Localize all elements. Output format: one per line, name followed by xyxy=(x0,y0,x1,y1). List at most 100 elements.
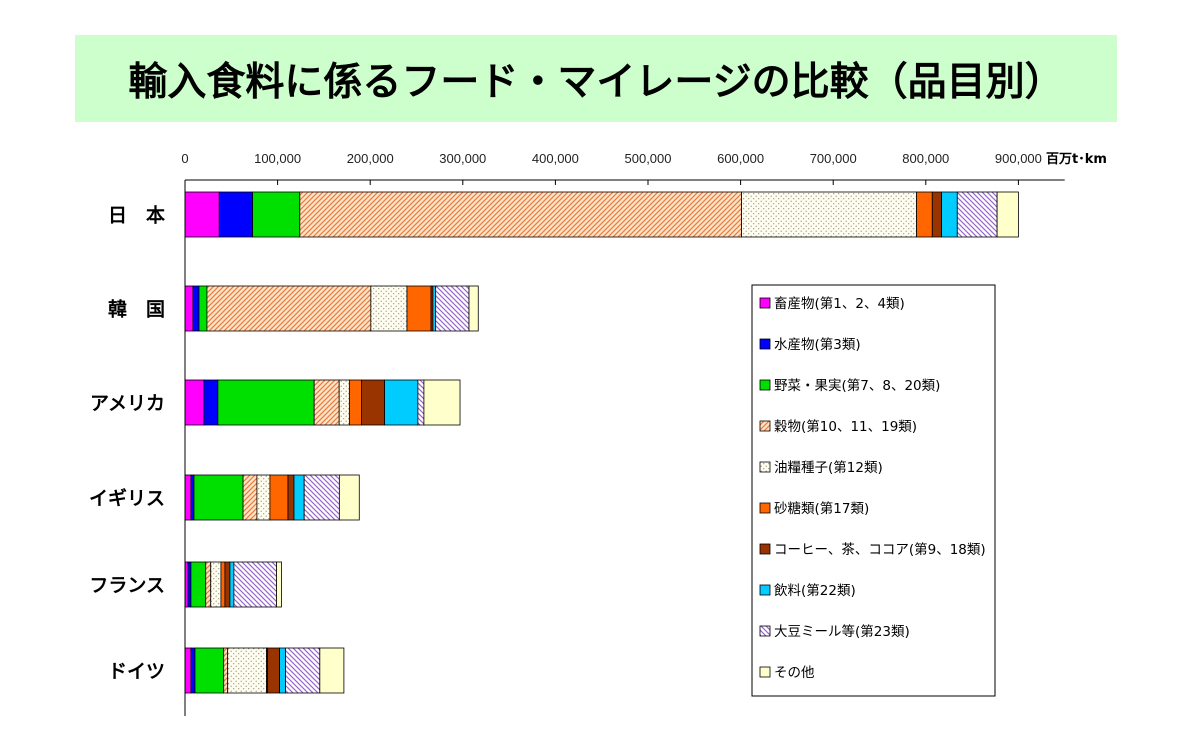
bar-segment xyxy=(220,561,226,608)
category-label: イギリス xyxy=(89,488,165,510)
bar-segment xyxy=(370,285,408,332)
legend-label: 野菜・果実(第7、8、20類) xyxy=(774,377,940,394)
legend-item: 大豆ミール等(第23類) xyxy=(759,623,910,640)
bar-segment xyxy=(184,647,192,694)
bar-segment xyxy=(406,285,432,332)
legend-label: 油糧種子(第12類) xyxy=(774,459,883,476)
bar-segment xyxy=(224,561,231,608)
legend-label: 飲料(第22類) xyxy=(774,582,856,599)
bar-segment xyxy=(184,474,192,521)
legend-items: 畜産物(第1、2、4類) 水産物(第3類) 野菜・果実(第7、8、20類) 穀物(第1… xyxy=(759,295,986,681)
bar-segment xyxy=(269,474,289,521)
category-label: アメリカ xyxy=(90,393,165,415)
bar-segment xyxy=(190,474,195,521)
bar-segment xyxy=(279,647,286,694)
x-tick-label: 0 xyxy=(181,151,188,166)
bar-segment xyxy=(190,561,207,608)
category-label: ドイツ xyxy=(108,661,165,683)
stacked-bar xyxy=(184,285,479,332)
x-tick-label: 200,000 xyxy=(347,151,394,166)
bar-segment xyxy=(293,474,305,521)
legend-item: 油糧種子(第12類) xyxy=(759,459,883,476)
bar-segment xyxy=(242,474,258,521)
legend-swatch xyxy=(759,584,771,596)
legend-item: 野菜・果実(第7、8、20類) xyxy=(759,377,940,394)
bar-segment xyxy=(233,561,277,608)
bar-segment xyxy=(956,191,998,238)
x-tick-label: 300,000 xyxy=(439,151,486,166)
bar-segment xyxy=(205,561,212,608)
x-tick-label: 700,000 xyxy=(810,151,857,166)
bar-segment xyxy=(190,647,196,694)
bar-segment xyxy=(741,191,917,238)
bar-segment xyxy=(996,191,1019,238)
legend-swatch xyxy=(759,338,771,350)
legend-item: 水産物(第3類) xyxy=(759,336,861,353)
bar-segment xyxy=(435,285,470,332)
bar-segment xyxy=(192,285,200,332)
bar-segment xyxy=(184,285,194,332)
bar-segment xyxy=(206,285,372,332)
category-label: フランス xyxy=(89,575,165,597)
bar-segment xyxy=(338,379,350,426)
legend-swatch xyxy=(759,543,771,555)
bar-segment xyxy=(227,647,267,694)
legend-label: 砂糖類(第17類) xyxy=(774,500,869,517)
title-banner: 輸入食料に係るフード・マイレージの比較（品目別） xyxy=(75,35,1117,122)
legend-swatch xyxy=(759,625,771,637)
bar-segment xyxy=(384,379,419,426)
bar-segment xyxy=(194,647,225,694)
bar-segment xyxy=(198,285,208,332)
bar-segment xyxy=(361,379,385,426)
legend-item: その他 xyxy=(759,665,815,681)
bar-segment xyxy=(203,379,219,426)
x-tick-label: 100,000 xyxy=(254,151,301,166)
bar-segment xyxy=(916,191,933,238)
bar-segment xyxy=(348,379,362,426)
stacked-bar xyxy=(184,474,360,521)
bar-segment xyxy=(184,379,205,426)
legend-swatch xyxy=(759,502,771,514)
category-label: 韓 国 xyxy=(108,298,165,321)
stacked-bar xyxy=(184,647,345,694)
bar-segment xyxy=(218,191,253,238)
legend-swatch xyxy=(759,297,771,309)
legend-label: 穀物(第10、11、19類) xyxy=(774,418,917,435)
bar-segment xyxy=(223,647,229,694)
legend-swatch xyxy=(759,666,771,678)
bar-segment xyxy=(299,191,742,238)
bar-segment xyxy=(941,191,958,238)
legend-item: 畜産物(第1、2、4類) xyxy=(759,295,905,312)
legend-item: 穀物(第10、11、19類) xyxy=(759,418,917,435)
x-tick-label: 500,000 xyxy=(625,151,672,166)
bar-segment xyxy=(217,379,315,426)
bar-segment xyxy=(303,474,340,521)
bar-segment xyxy=(193,474,244,521)
legend-label: 水産物(第3類) xyxy=(774,336,861,353)
legend-box xyxy=(751,284,996,697)
bar-segment xyxy=(468,285,479,332)
bar-segment xyxy=(229,561,235,608)
legend-item: 飲料(第22類) xyxy=(759,582,856,599)
legend-swatch xyxy=(759,461,771,473)
category-label: 日 本 xyxy=(108,204,165,227)
x-tick-label: 600,000 xyxy=(717,151,764,166)
legend-label: その他 xyxy=(774,665,815,681)
bar-segment xyxy=(285,647,321,694)
x-tick-label: 900,000 xyxy=(995,151,1042,166)
legend-item: 砂糖類(第17類) xyxy=(759,500,869,517)
bar-segment xyxy=(432,285,437,332)
bar-segment xyxy=(319,647,345,694)
legend-item: コーヒー、茶、ココア(第9、18類) xyxy=(759,541,986,558)
bars xyxy=(184,191,1019,694)
x-axis-unit: 百万t･km xyxy=(1046,152,1107,167)
legend-label: 大豆ミール等(第23類) xyxy=(774,623,910,640)
legend: 畜産物(第1、2、4類) 水産物(第3類) 野菜・果実(第7、8、20類) 穀物(第1… xyxy=(751,284,996,697)
legend-swatch xyxy=(759,420,771,432)
chart-title: 輸入食料に係るフード・マイレージの比較（品目別） xyxy=(128,59,1064,105)
bar-segment xyxy=(417,379,425,426)
bar-segment xyxy=(313,379,340,426)
